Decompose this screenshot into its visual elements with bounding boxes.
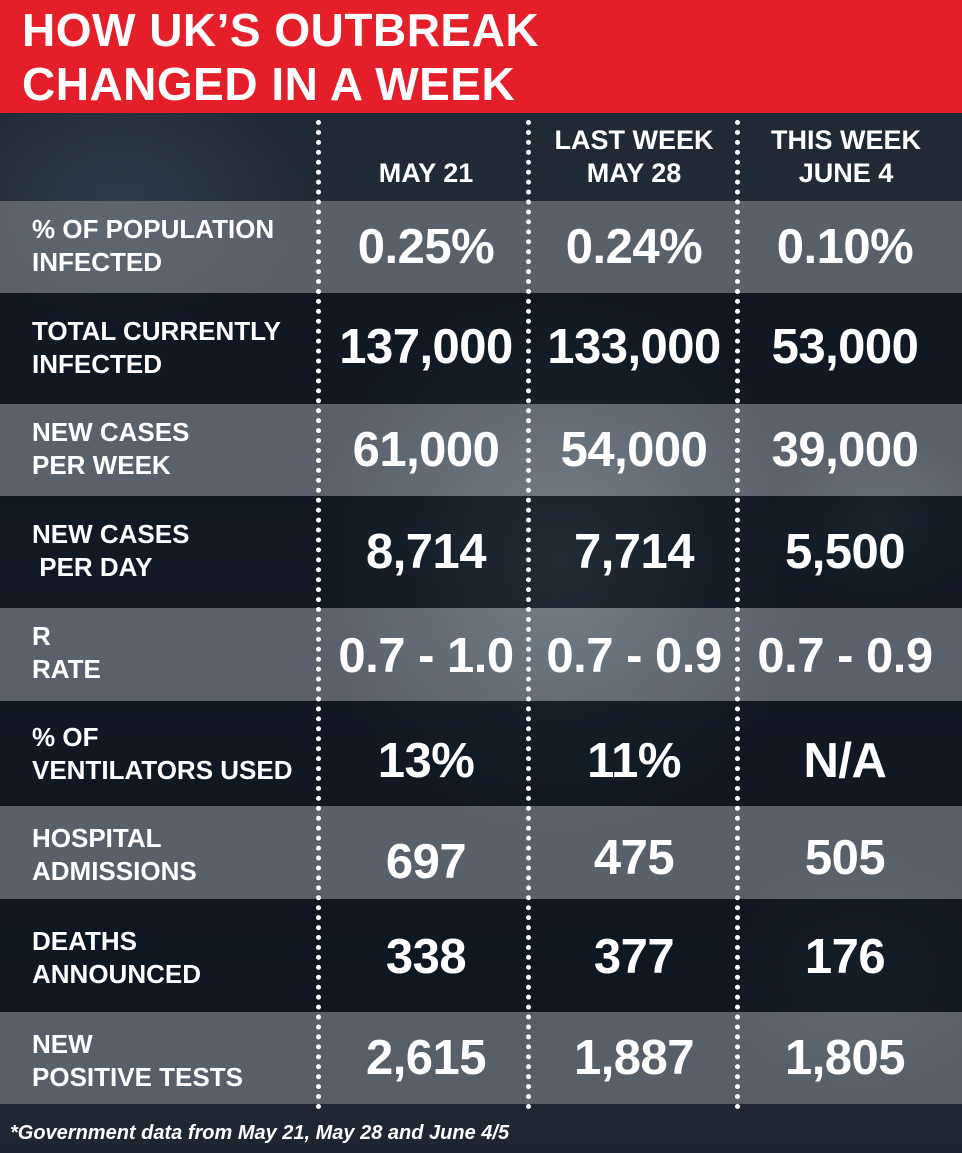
value-last-week: 133,000 [547, 320, 721, 374]
table-row: R RATE 0.7 - 1.0 0.7 - 0.9 0.7 - 0.9 [0, 608, 962, 701]
row-label: DEATHS ANNOUNCED [32, 926, 201, 989]
value-this-week: 53,000 [771, 320, 919, 374]
column-divider [735, 120, 740, 1110]
column-header-last-week: LAST WEEK MAY 28 [538, 124, 730, 190]
value-may-21: 8,714 [365, 525, 487, 579]
table-row: % OF VENTILATORS USED 13% 11% N/A [0, 701, 962, 806]
value-last-week: 0.7 - 0.9 [546, 629, 722, 683]
column-header-may-21: MAY 21 [330, 124, 522, 190]
table-row: NEW CASES PER WEEK 61,000 54,000 39,000 [0, 404, 962, 496]
row-label: % OF VENTILATORS USED [32, 722, 293, 785]
column-header-line-1: LAST WEEK [554, 125, 714, 155]
value-this-week: 0.7 - 0.9 [757, 629, 933, 683]
table-row: NEW POSITIVE TESTS 2,615 1,887 1,805 [0, 1012, 962, 1104]
column-header-line-2: MAY 21 [378, 158, 474, 188]
table-row: TOTAL CURRENTLY INFECTED 137,000 133,000… [0, 293, 962, 404]
table-row: NEW CASES PER DAY 8,714 7,714 5,500 [0, 496, 962, 608]
value-last-week: 54,000 [560, 423, 708, 477]
source-footnote: *Government data from May 21, May 28 and… [10, 1122, 510, 1144]
row-label: NEW POSITIVE TESTS [32, 1029, 243, 1092]
value-this-week: 505 [804, 831, 886, 885]
table-row: DEATHS ANNOUNCED 338 377 176 [0, 899, 962, 1012]
value-this-week: 0.10% [776, 220, 914, 274]
value-may-21: 61,000 [352, 423, 500, 477]
row-label: TOTAL CURRENTLY INFECTED [32, 316, 281, 379]
value-may-21: 137,000 [339, 320, 513, 374]
value-last-week: 377 [593, 930, 675, 984]
row-label: R RATE [32, 621, 101, 684]
value-last-week: 1,887 [573, 1031, 695, 1085]
value-last-week: 475 [593, 831, 675, 885]
value-may-21: 13% [377, 734, 475, 788]
column-header-line-1 [330, 124, 522, 157]
column-header-this-week: THIS WEEK JUNE 4 [748, 124, 944, 190]
value-may-21: 697 [385, 835, 467, 889]
value-this-week: 1,805 [784, 1031, 906, 1085]
value-this-week: 5,500 [784, 525, 906, 579]
value-this-week: 176 [804, 930, 886, 984]
table-row: HOSPITAL ADMISSIONS 697 475 505 [0, 806, 962, 899]
title-line-2: CHANGED IN A WEEK [22, 58, 516, 110]
value-may-21: 2,615 [365, 1031, 487, 1085]
value-may-21: 338 [385, 930, 467, 984]
column-header-line-2: MAY 28 [586, 158, 682, 188]
value-last-week: 7,714 [573, 525, 695, 579]
value-may-21: 0.25% [357, 220, 495, 274]
title-banner: HOW UK’S OUTBREAK CHANGED IN A WEEK [0, 0, 962, 113]
row-label: % OF POPULATION INFECTED [32, 214, 275, 277]
column-divider [316, 120, 321, 1110]
column-header-line-2: JUNE 4 [798, 158, 894, 188]
column-header-line-1: THIS WEEK [770, 125, 921, 155]
row-label: HOSPITAL ADMISSIONS [32, 823, 197, 886]
row-label: NEW CASES PER DAY [32, 519, 190, 582]
title-line-1: HOW UK’S OUTBREAK [22, 4, 540, 56]
value-this-week: 39,000 [771, 423, 919, 477]
row-label: NEW CASES PER WEEK [32, 417, 190, 480]
column-divider [526, 120, 531, 1110]
value-last-week: 11% [587, 734, 681, 788]
value-may-21: 0.7 - 1.0 [338, 629, 514, 683]
table-row: % OF POPULATION INFECTED 0.25% 0.24% 0.1… [0, 201, 962, 293]
value-last-week: 0.24% [565, 220, 703, 274]
value-this-week: N/A [803, 734, 887, 788]
